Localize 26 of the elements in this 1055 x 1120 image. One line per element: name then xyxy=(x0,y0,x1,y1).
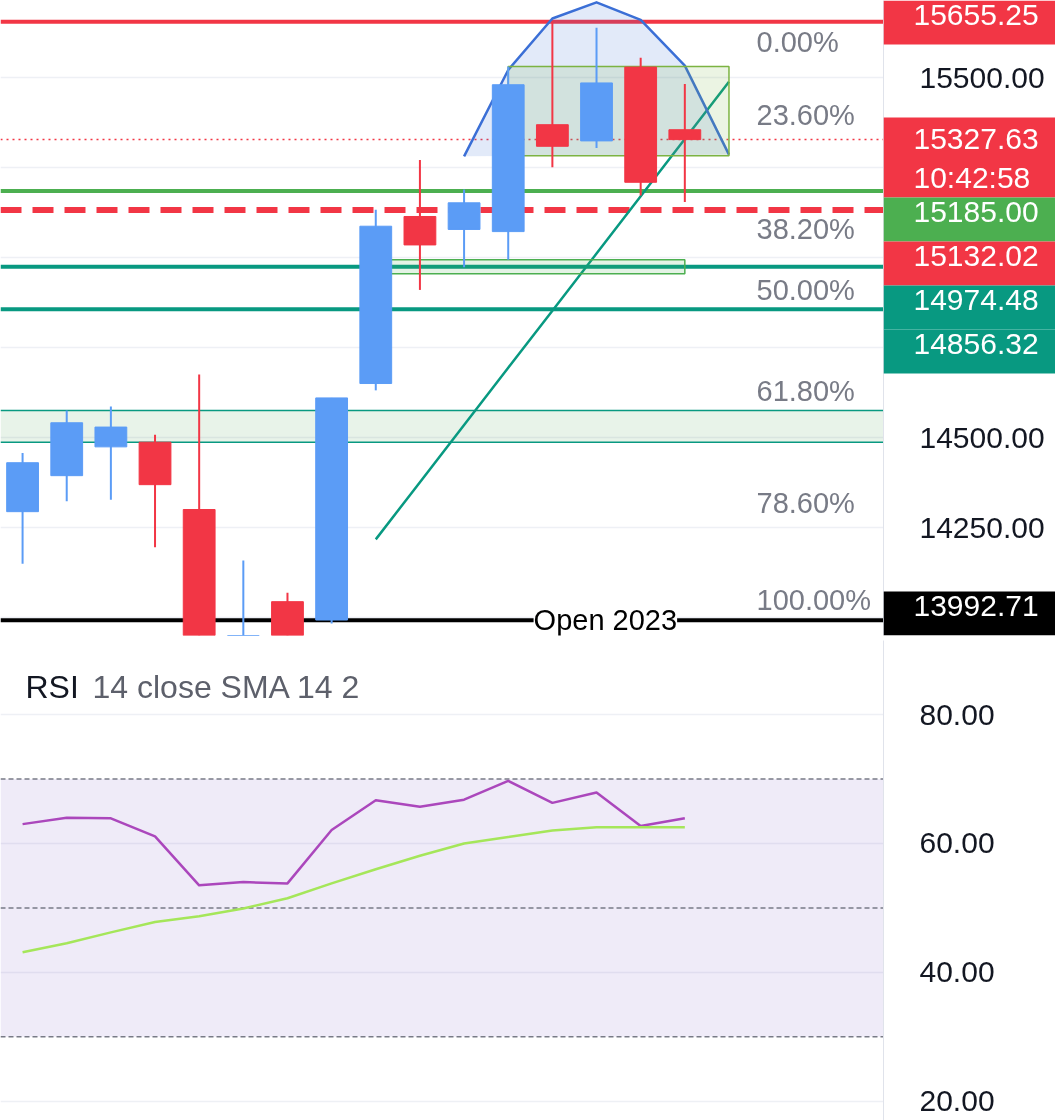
y-tick-label: 60.00 xyxy=(919,826,995,860)
annotation: 61.80% xyxy=(756,374,855,407)
ref-line-label: 13992.71 xyxy=(913,588,1039,622)
annotation: 23.60% xyxy=(756,99,855,132)
ref-line-label: 15185.00 xyxy=(913,194,1039,228)
annotation: 50.00% xyxy=(756,274,855,306)
ref-line-label: 14974.48 xyxy=(913,282,1039,316)
annotation: 78.60% xyxy=(756,486,855,519)
text: 14 close SMA 14 2 xyxy=(92,668,360,705)
ref-line-label: 15132.02 xyxy=(913,238,1039,272)
y-tick-label: 20.00 xyxy=(919,1084,995,1118)
annotation: 0.00% xyxy=(756,25,839,58)
y-tick-label: 40.00 xyxy=(919,955,995,989)
y-tick-label: 15500.00 xyxy=(919,60,1045,94)
y-tick-label: 14250.00 xyxy=(919,510,1045,544)
annotation: Open 2023 xyxy=(533,604,678,637)
ref-line-label: 15327.63 10:42:58 xyxy=(913,121,1039,195)
y-tick-label: 14500.00 xyxy=(919,420,1045,454)
y-tick-label: 80.00 xyxy=(919,697,995,731)
annotation: 38.20% xyxy=(756,213,855,246)
line-series xyxy=(21,826,687,954)
line-series xyxy=(21,779,687,887)
ref-line-label: 14856.32 xyxy=(913,326,1039,360)
text: RSI xyxy=(25,668,79,705)
annotation: 100.00% xyxy=(756,583,871,616)
ref-line-label: 15655.25 xyxy=(913,0,1039,31)
